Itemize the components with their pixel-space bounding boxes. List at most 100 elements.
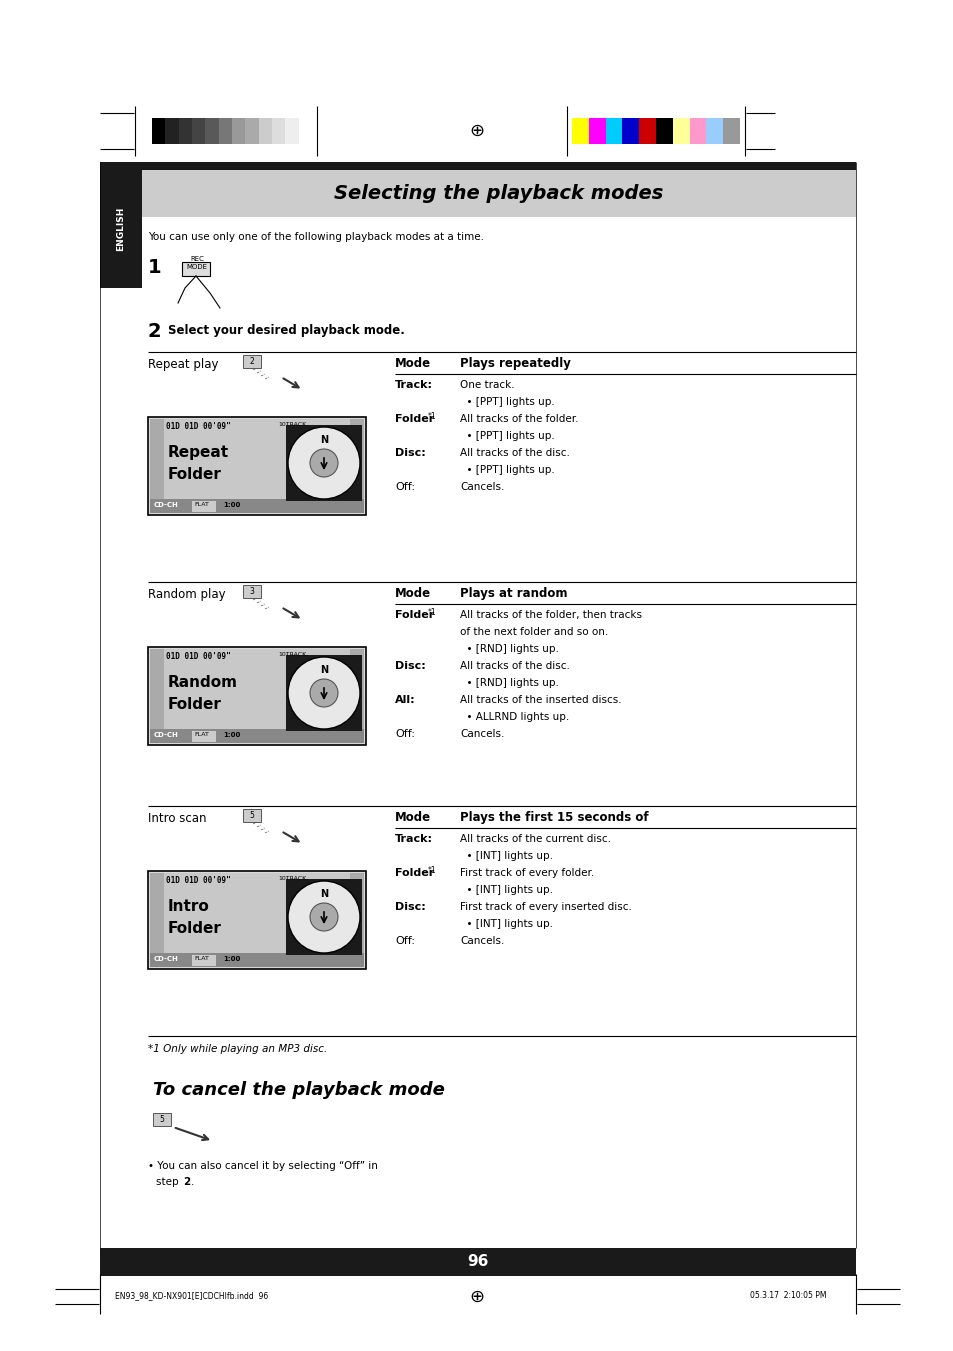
- Bar: [152, 118, 165, 145]
- Bar: [148, 871, 366, 969]
- Text: Intro: Intro: [168, 898, 210, 915]
- Text: Mode: Mode: [395, 357, 431, 370]
- Text: You can use only one of the following playback modes at a time.: You can use only one of the following pl…: [148, 232, 483, 242]
- Text: 10TRACK,: 10TRACK,: [277, 422, 308, 427]
- Text: Off:: Off:: [395, 730, 415, 739]
- Bar: [192, 731, 215, 742]
- Text: • [RND] lights up.: • [RND] lights up.: [459, 678, 558, 688]
- Text: 1: 1: [148, 258, 161, 277]
- Text: Disc:: Disc:: [395, 661, 425, 671]
- Text: Folder: Folder: [168, 921, 222, 936]
- Text: MODE: MODE: [186, 263, 207, 270]
- Text: • [PPT] lights up.: • [PPT] lights up.: [459, 397, 554, 407]
- Bar: [100, 170, 142, 288]
- Circle shape: [288, 881, 359, 952]
- Text: EN93_98_KD-NX901[E]CDCHlfb.indd  96: EN93_98_KD-NX901[E]CDCHlfb.indd 96: [115, 1292, 268, 1301]
- Text: Folder: Folder: [395, 611, 434, 620]
- Text: Off:: Off:: [395, 482, 415, 492]
- Text: 2: 2: [183, 1177, 190, 1188]
- Bar: [243, 809, 261, 821]
- Bar: [243, 585, 261, 598]
- Text: 10TRACK,: 10TRACK,: [277, 653, 308, 657]
- Text: • ALLRND lights up.: • ALLRND lights up.: [459, 712, 569, 721]
- Bar: [298, 118, 312, 145]
- Text: All tracks of the inserted discs.: All tracks of the inserted discs.: [459, 694, 621, 705]
- Bar: [192, 955, 215, 966]
- Text: All tracks of the folder, then tracks: All tracks of the folder, then tracks: [459, 611, 641, 620]
- Text: All tracks of the current disc.: All tracks of the current disc.: [459, 834, 610, 844]
- Bar: [245, 118, 258, 145]
- Text: FLAT: FLAT: [193, 957, 209, 961]
- Text: N: N: [319, 435, 328, 444]
- Circle shape: [288, 657, 359, 730]
- Text: • [PPT] lights up.: • [PPT] lights up.: [459, 465, 554, 476]
- Text: Plays repeatedly: Plays repeatedly: [459, 357, 570, 370]
- Text: Intro scan: Intro scan: [148, 812, 206, 825]
- Bar: [150, 648, 364, 743]
- Bar: [205, 118, 218, 145]
- Text: Cancels.: Cancels.: [459, 936, 504, 946]
- Text: 1:00: 1:00: [223, 732, 240, 738]
- Text: Folder: Folder: [395, 413, 434, 424]
- Text: All:: All:: [395, 694, 416, 705]
- Text: • [RND] lights up.: • [RND] lights up.: [459, 644, 558, 654]
- Circle shape: [310, 902, 337, 931]
- Text: Mode: Mode: [395, 811, 431, 824]
- Text: • [INT] lights up.: • [INT] lights up.: [459, 851, 553, 861]
- Text: 3: 3: [250, 586, 254, 596]
- Bar: [621, 118, 639, 145]
- Text: Disc:: Disc:: [395, 449, 425, 458]
- Bar: [350, 648, 364, 743]
- Text: 5: 5: [159, 1115, 164, 1124]
- Bar: [150, 419, 364, 513]
- Text: Plays the first 15 seconds of: Plays the first 15 seconds of: [459, 811, 648, 824]
- Text: Disc:: Disc:: [395, 902, 425, 912]
- Text: Repeat: Repeat: [168, 444, 229, 459]
- Bar: [148, 871, 366, 969]
- Bar: [286, 655, 361, 731]
- Bar: [100, 1248, 855, 1275]
- Text: 1:00: 1:00: [223, 503, 240, 508]
- Text: Folder: Folder: [168, 467, 222, 482]
- Bar: [150, 648, 164, 743]
- Text: All tracks of the folder.: All tracks of the folder.: [459, 413, 578, 424]
- Bar: [350, 419, 364, 513]
- Bar: [150, 419, 164, 513]
- Text: ⊕: ⊕: [469, 1288, 484, 1306]
- Bar: [656, 118, 672, 145]
- Text: Mode: Mode: [395, 586, 431, 600]
- Text: Select your desired playback mode.: Select your desired playback mode.: [168, 324, 404, 336]
- Text: Track:: Track:: [395, 380, 433, 390]
- Text: First track of every folder.: First track of every folder.: [459, 867, 594, 878]
- Bar: [605, 118, 621, 145]
- Text: REC: REC: [190, 255, 204, 262]
- Text: 1:00: 1:00: [223, 957, 240, 962]
- Bar: [639, 118, 656, 145]
- Text: • [INT] lights up.: • [INT] lights up.: [459, 919, 553, 929]
- Text: Track:: Track:: [395, 834, 433, 844]
- Text: Plays at random: Plays at random: [459, 586, 567, 600]
- Circle shape: [310, 449, 337, 477]
- Text: 96: 96: [467, 1255, 488, 1270]
- Bar: [152, 1113, 171, 1125]
- Text: *1: *1: [428, 412, 436, 422]
- Circle shape: [288, 427, 359, 499]
- Text: N: N: [319, 665, 328, 676]
- Bar: [150, 730, 364, 743]
- Text: Cancels.: Cancels.: [459, 482, 504, 492]
- Bar: [350, 873, 364, 967]
- Bar: [182, 262, 210, 276]
- Bar: [588, 118, 605, 145]
- Text: step: step: [156, 1177, 182, 1188]
- Text: 05.3.17  2:10:05 PM: 05.3.17 2:10:05 PM: [749, 1292, 825, 1301]
- Text: CD-CH: CD-CH: [153, 732, 178, 738]
- Bar: [232, 118, 245, 145]
- Bar: [689, 118, 705, 145]
- Bar: [258, 118, 272, 145]
- Text: Cancels.: Cancels.: [459, 730, 504, 739]
- Text: 2: 2: [148, 322, 161, 340]
- Bar: [286, 880, 361, 955]
- Text: One track.: One track.: [459, 380, 514, 390]
- Text: Folder: Folder: [395, 867, 434, 878]
- Text: FLAT: FLAT: [193, 503, 209, 507]
